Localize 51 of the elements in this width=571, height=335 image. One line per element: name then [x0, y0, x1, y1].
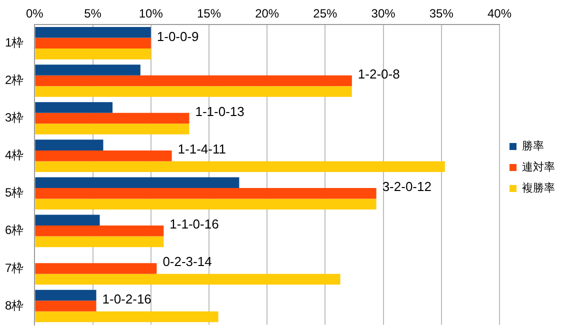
annotation: 1-1-0-13	[195, 104, 244, 119]
x-tick-label: 35%	[429, 6, 454, 21]
bar	[35, 150, 172, 162]
bar	[35, 198, 376, 210]
bar	[35, 236, 164, 248]
bar	[35, 86, 352, 97]
x-tick-label: 0%	[26, 6, 44, 21]
x-tick-label: 20%	[255, 6, 280, 21]
bar	[35, 177, 240, 188]
annotation: 0-2-3-14	[162, 254, 212, 270]
bar	[35, 161, 445, 172]
x-tick-label: 15%	[196, 6, 222, 21]
bar	[35, 311, 218, 322]
y-tick-label: 3枠	[4, 110, 24, 125]
y-tick-label: 5枠	[4, 186, 24, 200]
bar	[35, 274, 340, 285]
bar	[35, 38, 151, 49]
bar	[35, 102, 113, 113]
annotation: 1-1-4-11	[178, 141, 226, 156]
x-tick-label: 25%	[313, 6, 338, 21]
y-tick-label: 6枠	[4, 223, 24, 238]
bar	[35, 27, 151, 38]
bar	[35, 290, 96, 301]
bar	[35, 214, 100, 226]
y-tick-label: 2枠	[4, 73, 24, 88]
legend-label: 連対率	[522, 160, 555, 174]
legend-label: 勝率	[522, 140, 544, 153]
legend-label: 複勝率	[522, 182, 555, 195]
y-tick-label: 8枠	[4, 298, 24, 312]
annotation: 3-2-0-12	[382, 178, 432, 194]
x-tick-label: 5%	[84, 6, 102, 21]
bar	[35, 48, 151, 60]
bar	[35, 226, 164, 236]
bar	[35, 112, 190, 124]
x-tick-label: 10%	[138, 6, 164, 21]
bar	[35, 64, 140, 76]
annotation: 1-0-0-9	[156, 28, 199, 44]
bar	[35, 75, 352, 86]
y-tick-label: 7枠	[4, 260, 24, 275]
bar	[35, 140, 104, 150]
y-tick-label: 4枠	[4, 148, 24, 162]
x-tick-label: 30%	[371, 6, 396, 21]
bar	[35, 263, 157, 274]
annotation: 1-1-0-16	[170, 216, 219, 232]
bar	[35, 188, 376, 199]
x-tick-label: 40%	[487, 6, 512, 21]
y-tick-label: 1枠	[4, 35, 24, 50]
annotation: 1-0-2-16	[102, 292, 152, 307]
annotation: 1-2-0-8	[358, 66, 400, 82]
bar	[35, 300, 96, 312]
bar	[35, 124, 190, 134]
